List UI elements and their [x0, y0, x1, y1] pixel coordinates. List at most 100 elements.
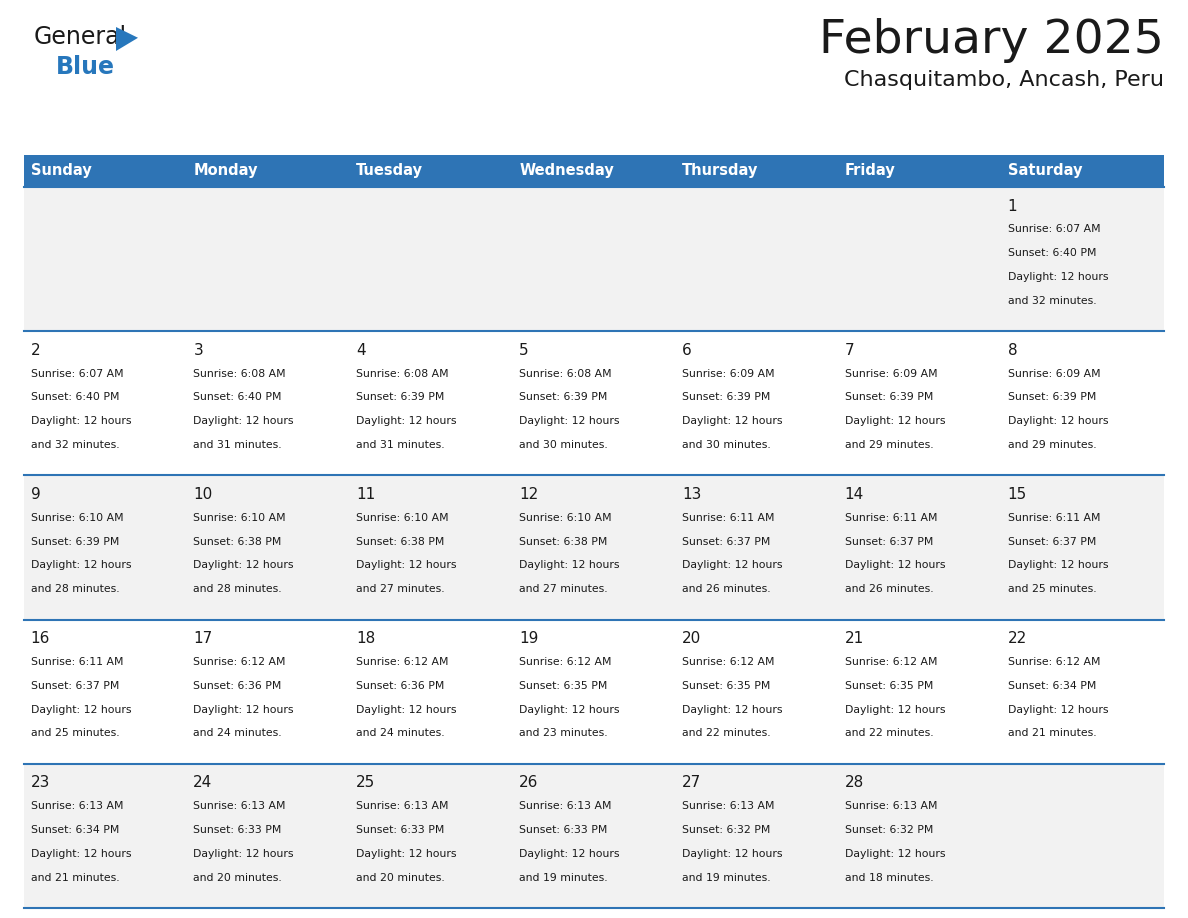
- Text: Daylight: 12 hours: Daylight: 12 hours: [31, 416, 131, 426]
- Text: and 26 minutes.: and 26 minutes.: [682, 584, 771, 594]
- Text: Sunrise: 6:12 AM: Sunrise: 6:12 AM: [1007, 657, 1100, 667]
- Text: 15: 15: [1007, 487, 1026, 502]
- Text: Daylight: 12 hours: Daylight: 12 hours: [845, 705, 946, 715]
- Text: Sunset: 6:32 PM: Sunset: 6:32 PM: [682, 825, 770, 835]
- Text: and 24 minutes.: and 24 minutes.: [356, 729, 444, 738]
- Text: and 24 minutes.: and 24 minutes.: [194, 729, 282, 738]
- Text: Sunrise: 6:13 AM: Sunrise: 6:13 AM: [845, 801, 937, 812]
- Polygon shape: [116, 27, 138, 51]
- Text: Daylight: 12 hours: Daylight: 12 hours: [194, 705, 293, 715]
- Text: and 25 minutes.: and 25 minutes.: [1007, 584, 1097, 594]
- Text: Friday: Friday: [845, 163, 896, 178]
- Text: 23: 23: [31, 776, 50, 790]
- Text: and 29 minutes.: and 29 minutes.: [845, 440, 934, 450]
- Text: 18: 18: [356, 632, 375, 646]
- Text: Daylight: 12 hours: Daylight: 12 hours: [519, 561, 620, 570]
- Text: and 22 minutes.: and 22 minutes.: [845, 729, 934, 738]
- Text: Daylight: 12 hours: Daylight: 12 hours: [519, 416, 620, 426]
- Text: and 31 minutes.: and 31 minutes.: [194, 440, 282, 450]
- Text: Sunset: 6:40 PM: Sunset: 6:40 PM: [194, 393, 282, 402]
- Text: Sunset: 6:37 PM: Sunset: 6:37 PM: [845, 537, 934, 547]
- Text: Monday: Monday: [194, 163, 258, 178]
- Text: and 21 minutes.: and 21 minutes.: [1007, 729, 1097, 738]
- Text: 19: 19: [519, 632, 538, 646]
- Text: Sunset: 6:39 PM: Sunset: 6:39 PM: [356, 393, 444, 402]
- Text: Blue: Blue: [56, 55, 115, 79]
- Text: Sunset: 6:36 PM: Sunset: 6:36 PM: [356, 681, 444, 691]
- Text: Sunset: 6:37 PM: Sunset: 6:37 PM: [682, 537, 770, 547]
- Text: 21: 21: [845, 632, 864, 646]
- Text: Sunrise: 6:07 AM: Sunrise: 6:07 AM: [31, 369, 124, 379]
- Text: Sunrise: 6:11 AM: Sunrise: 6:11 AM: [1007, 513, 1100, 523]
- Text: Sunrise: 6:08 AM: Sunrise: 6:08 AM: [519, 369, 612, 379]
- Text: Sunset: 6:37 PM: Sunset: 6:37 PM: [1007, 537, 1097, 547]
- Bar: [24, 620, 1164, 764]
- Text: Sunrise: 6:13 AM: Sunrise: 6:13 AM: [356, 801, 449, 812]
- Text: Sunset: 6:34 PM: Sunset: 6:34 PM: [1007, 681, 1097, 691]
- Text: Sunrise: 6:11 AM: Sunrise: 6:11 AM: [31, 657, 124, 667]
- Text: 25: 25: [356, 776, 375, 790]
- Text: Sunset: 6:35 PM: Sunset: 6:35 PM: [682, 681, 770, 691]
- Text: and 28 minutes.: and 28 minutes.: [194, 584, 282, 594]
- Text: Daylight: 12 hours: Daylight: 12 hours: [845, 561, 946, 570]
- Text: 10: 10: [194, 487, 213, 502]
- Text: 2: 2: [31, 342, 40, 358]
- Text: Daylight: 12 hours: Daylight: 12 hours: [519, 705, 620, 715]
- Text: 3: 3: [194, 342, 203, 358]
- Text: Daylight: 12 hours: Daylight: 12 hours: [1007, 705, 1108, 715]
- Text: Sunset: 6:39 PM: Sunset: 6:39 PM: [845, 393, 934, 402]
- Text: 4: 4: [356, 342, 366, 358]
- Text: Sunset: 6:36 PM: Sunset: 6:36 PM: [194, 681, 282, 691]
- Text: Sunrise: 6:10 AM: Sunrise: 6:10 AM: [519, 513, 612, 523]
- Text: Sunset: 6:33 PM: Sunset: 6:33 PM: [519, 825, 607, 835]
- Text: 9: 9: [31, 487, 40, 502]
- Text: Daylight: 12 hours: Daylight: 12 hours: [1007, 416, 1108, 426]
- Text: 16: 16: [31, 632, 50, 646]
- Text: Sunrise: 6:09 AM: Sunrise: 6:09 AM: [1007, 369, 1100, 379]
- Text: Daylight: 12 hours: Daylight: 12 hours: [1007, 272, 1108, 282]
- Text: Chasquitambo, Ancash, Peru: Chasquitambo, Ancash, Peru: [843, 70, 1164, 90]
- Text: and 25 minutes.: and 25 minutes.: [31, 729, 119, 738]
- Text: Sunrise: 6:13 AM: Sunrise: 6:13 AM: [682, 801, 775, 812]
- Text: Sunset: 6:39 PM: Sunset: 6:39 PM: [682, 393, 770, 402]
- Text: Sunrise: 6:13 AM: Sunrise: 6:13 AM: [519, 801, 612, 812]
- Text: and 19 minutes.: and 19 minutes.: [682, 873, 771, 883]
- Text: Daylight: 12 hours: Daylight: 12 hours: [356, 705, 456, 715]
- Text: 17: 17: [194, 632, 213, 646]
- Text: and 31 minutes.: and 31 minutes.: [356, 440, 444, 450]
- Text: 1: 1: [1007, 198, 1017, 214]
- Text: February 2025: February 2025: [819, 18, 1164, 63]
- Text: and 30 minutes.: and 30 minutes.: [682, 440, 771, 450]
- Text: Sunrise: 6:12 AM: Sunrise: 6:12 AM: [356, 657, 449, 667]
- Bar: [24, 187, 1164, 331]
- Text: Sunrise: 6:12 AM: Sunrise: 6:12 AM: [682, 657, 775, 667]
- Text: and 28 minutes.: and 28 minutes.: [31, 584, 119, 594]
- Text: and 29 minutes.: and 29 minutes.: [1007, 440, 1097, 450]
- Text: 12: 12: [519, 487, 538, 502]
- Text: Sunset: 6:33 PM: Sunset: 6:33 PM: [356, 825, 444, 835]
- Text: 26: 26: [519, 776, 538, 790]
- Text: Daylight: 12 hours: Daylight: 12 hours: [31, 849, 131, 859]
- Text: Sunrise: 6:10 AM: Sunrise: 6:10 AM: [194, 513, 286, 523]
- Text: and 26 minutes.: and 26 minutes.: [845, 584, 934, 594]
- Text: Daylight: 12 hours: Daylight: 12 hours: [194, 561, 293, 570]
- Text: Daylight: 12 hours: Daylight: 12 hours: [845, 416, 946, 426]
- Text: Sunrise: 6:11 AM: Sunrise: 6:11 AM: [845, 513, 937, 523]
- Text: 5: 5: [519, 342, 529, 358]
- Text: 8: 8: [1007, 342, 1017, 358]
- Text: Sunset: 6:38 PM: Sunset: 6:38 PM: [519, 537, 607, 547]
- Text: and 32 minutes.: and 32 minutes.: [1007, 296, 1097, 306]
- Text: Daylight: 12 hours: Daylight: 12 hours: [356, 849, 456, 859]
- Text: Sunset: 6:39 PM: Sunset: 6:39 PM: [31, 537, 119, 547]
- Text: Sunrise: 6:12 AM: Sunrise: 6:12 AM: [845, 657, 937, 667]
- Text: Sunrise: 6:08 AM: Sunrise: 6:08 AM: [194, 369, 286, 379]
- Text: Sunrise: 6:13 AM: Sunrise: 6:13 AM: [31, 801, 124, 812]
- Text: Daylight: 12 hours: Daylight: 12 hours: [31, 561, 131, 570]
- Text: Sunset: 6:40 PM: Sunset: 6:40 PM: [1007, 248, 1097, 258]
- Text: Sunset: 6:38 PM: Sunset: 6:38 PM: [194, 537, 282, 547]
- Text: Tuesday: Tuesday: [356, 163, 423, 178]
- Text: Daylight: 12 hours: Daylight: 12 hours: [682, 849, 783, 859]
- Text: Saturday: Saturday: [1007, 163, 1082, 178]
- Bar: [24, 476, 1164, 620]
- Text: Sunset: 6:39 PM: Sunset: 6:39 PM: [1007, 393, 1097, 402]
